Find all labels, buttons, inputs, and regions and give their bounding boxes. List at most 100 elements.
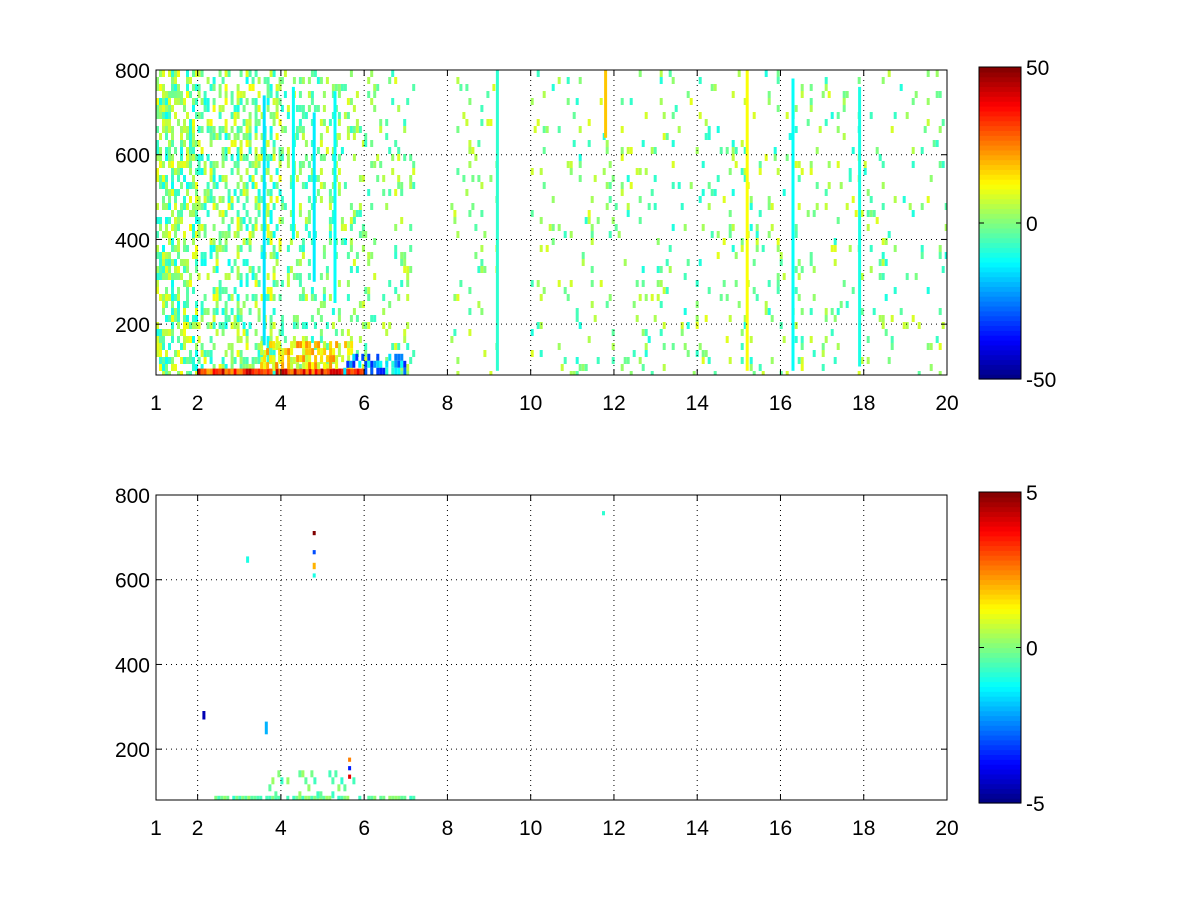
heatmap-cell (373, 360, 377, 368)
x-tick-label: 8 (442, 817, 454, 840)
heatmap-cell (278, 154, 282, 161)
heatmap-cell (471, 175, 475, 182)
heatmap-cell (230, 196, 234, 203)
heatmap-cell (480, 182, 484, 189)
colorbar-segment (979, 262, 1021, 268)
heatmap-cell (776, 280, 780, 287)
heatmap-cell (385, 133, 389, 140)
heatmap-cell (195, 140, 198, 147)
heatmap-cell (171, 84, 174, 91)
heatmap-cell (206, 273, 210, 280)
heatmap-cell (189, 371, 192, 375)
heatmap-cell (206, 126, 210, 133)
heatmap-cell (195, 217, 198, 224)
heatmap-cell (272, 350, 276, 357)
heatmap-cell (183, 203, 186, 210)
heatmap-cell (388, 322, 392, 329)
heatmap-cell (373, 161, 377, 168)
heatmap-cell (245, 196, 249, 203)
heatmap-cell (192, 126, 195, 133)
heatmap-cell (278, 368, 282, 375)
heatmap-cell (328, 238, 332, 245)
heatmap-cell (620, 126, 624, 133)
heatmap-cell (280, 77, 284, 84)
heatmap-cell (177, 294, 180, 301)
heatmap-cell (938, 161, 942, 168)
heatmap-cell (704, 133, 708, 140)
heatmap-cell (165, 350, 168, 357)
heatmap-cell (290, 362, 294, 370)
heatmap-cell (650, 371, 654, 375)
heatmap-cell (195, 168, 198, 175)
heatmap-cell (680, 329, 684, 336)
heatmap-cell (737, 301, 741, 308)
x-tick-label: 12 (602, 392, 625, 415)
heatmap-cell (456, 294, 460, 301)
colorbar-segment (979, 492, 1021, 498)
heatmap-cell (278, 348, 282, 356)
heatmap-cell (767, 91, 771, 98)
heatmap-cell (254, 196, 258, 203)
colorbar-tick-label: 0 (1026, 213, 1038, 236)
heatmap-cell (278, 238, 282, 245)
heatmap-cell (283, 70, 287, 77)
heatmap-cell (224, 287, 228, 294)
heatmap-cell (236, 98, 240, 105)
heatmap-cell (165, 357, 168, 364)
heatmap-cell (584, 364, 588, 371)
heatmap-cell (233, 112, 237, 119)
heatmap-cell (251, 224, 255, 231)
heatmap-cell (310, 287, 314, 294)
heatmap-cell (358, 360, 362, 368)
heatmap-cell (776, 245, 780, 252)
heatmap-cell (659, 329, 663, 336)
heatmap-cell (209, 252, 213, 259)
colorbar-segment (979, 364, 1021, 370)
heatmap-stripe (312, 550, 316, 555)
heatmap-cell (159, 105, 162, 112)
heatmap-cell (254, 273, 258, 280)
heatmap-cell (343, 374, 347, 375)
heatmap-cell (174, 147, 177, 154)
heatmap-cell (301, 126, 305, 133)
heatmap-cell (168, 217, 171, 224)
heatmap-cell (223, 795, 227, 800)
heatmap-cell (347, 348, 351, 356)
heatmap-cell (227, 133, 231, 140)
heatmap-cell (650, 189, 654, 196)
heatmap-cell (638, 357, 642, 364)
heatmap-cell (926, 98, 930, 105)
heatmap-cell (563, 231, 567, 238)
heatmap-cell (310, 175, 314, 182)
heatmap-cell (367, 353, 371, 361)
colorbar-segment (979, 700, 1021, 707)
heatmap-cell (212, 196, 216, 203)
heatmap-cell (180, 91, 183, 98)
colorbar: -505 (978, 482, 1045, 816)
heatmap-cell (370, 203, 374, 210)
heatmap-cell (165, 119, 168, 126)
colorbar-segment (979, 535, 1021, 542)
heatmap-cell (218, 294, 222, 301)
heatmap-cell (230, 168, 234, 175)
heatmap-cell (256, 795, 260, 800)
heatmap-cell (346, 252, 350, 259)
heatmap-cell (165, 126, 168, 133)
heatmap-cell (233, 322, 237, 329)
colorbar-segment (979, 266, 1021, 273)
heatmap-cell (641, 364, 645, 371)
colorbar-segment (979, 623, 1021, 629)
heatmap-cell (881, 252, 885, 259)
heatmap-cell (453, 217, 457, 224)
heatmap-cell (340, 224, 344, 231)
heatmap-cell (260, 357, 264, 364)
heatmap-cell (212, 287, 216, 294)
heatmap-cell (352, 154, 356, 161)
colorbar-segment (979, 710, 1021, 717)
heatmap-cell (224, 368, 228, 375)
heatmap-cell (156, 231, 159, 238)
heatmap-cell (272, 98, 276, 105)
heatmap-cell (539, 322, 543, 329)
heatmap-cell (941, 266, 945, 273)
